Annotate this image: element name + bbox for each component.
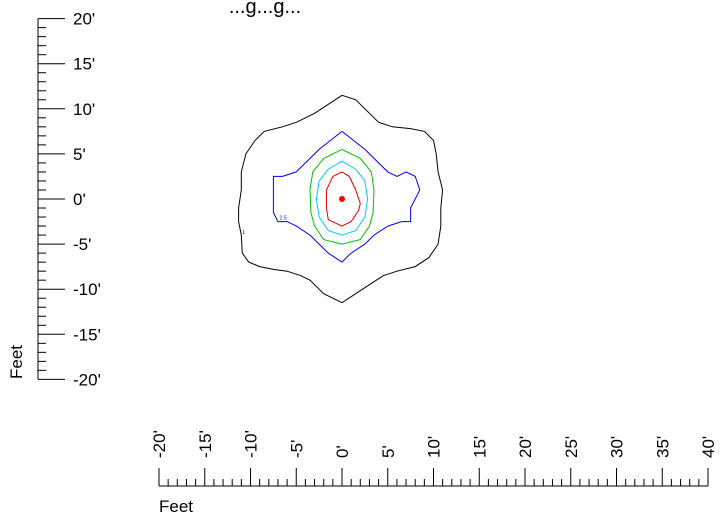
y-tick-label: 15' bbox=[73, 55, 95, 74]
x-tick-label: 30' bbox=[608, 436, 627, 458]
y-tick-label: -5' bbox=[73, 235, 91, 254]
y-tick-label: 0' bbox=[73, 190, 86, 209]
y-tick-label: 5' bbox=[73, 145, 86, 164]
x-ticks: -20' -15' -10' -5' 0' 5' 10' 15' 20' 25' 30' 35' 40' bbox=[150, 430, 718, 486]
y-axis: 20' 15' 10' 5' 0' -5' -10' -15' -20' Feet bbox=[7, 10, 101, 390]
y-tick-label: 10' bbox=[73, 100, 95, 119]
x-tick-label: 35' bbox=[653, 436, 672, 458]
x-axis-title: Feet bbox=[159, 497, 193, 516]
x-tick-label: -5' bbox=[287, 440, 306, 458]
x-tick-label: 20' bbox=[516, 436, 535, 458]
y-ticks: 20' 15' 10' 5' 0' -5' -10' -15' -20' bbox=[38, 10, 101, 389]
contour-label-2-5: 2.5 bbox=[280, 216, 287, 222]
x-tick-label: -20' bbox=[150, 430, 169, 458]
x-tick-label: -15' bbox=[196, 430, 215, 458]
x-tick-label: 15' bbox=[470, 436, 489, 458]
center-point bbox=[339, 196, 345, 202]
contour-line-7-5 bbox=[315, 160, 369, 236]
y-tick-label: -10' bbox=[73, 280, 101, 299]
x-tick-label: -10' bbox=[242, 430, 261, 458]
contour-label-1: 1 bbox=[242, 230, 245, 236]
x-tick-label: 5' bbox=[379, 445, 398, 458]
x-tick-label: 0' bbox=[333, 445, 352, 458]
y-axis-title: Feet bbox=[7, 345, 26, 379]
contour-line-5 bbox=[309, 148, 375, 245]
y-tick-label: -15' bbox=[73, 325, 101, 344]
contour-line-10 bbox=[325, 171, 361, 227]
chart-title: ...g...g... bbox=[229, 0, 301, 18]
x-tick-label: 10' bbox=[425, 436, 444, 458]
x-axis: -20' -15' -10' -5' 0' 5' 10' 15' 20' 25' 30' 35' 40'… bbox=[150, 430, 718, 516]
x-tick-label: 40' bbox=[699, 436, 718, 458]
x-tick-label: 25' bbox=[562, 436, 581, 458]
y-tick-label: -20' bbox=[73, 370, 101, 389]
contour-layer: 12.5 bbox=[238, 94, 444, 304]
y-tick-label: 20' bbox=[73, 10, 95, 29]
contour-line-2-5 bbox=[272, 131, 421, 263]
contour-line-1 bbox=[238, 94, 444, 304]
